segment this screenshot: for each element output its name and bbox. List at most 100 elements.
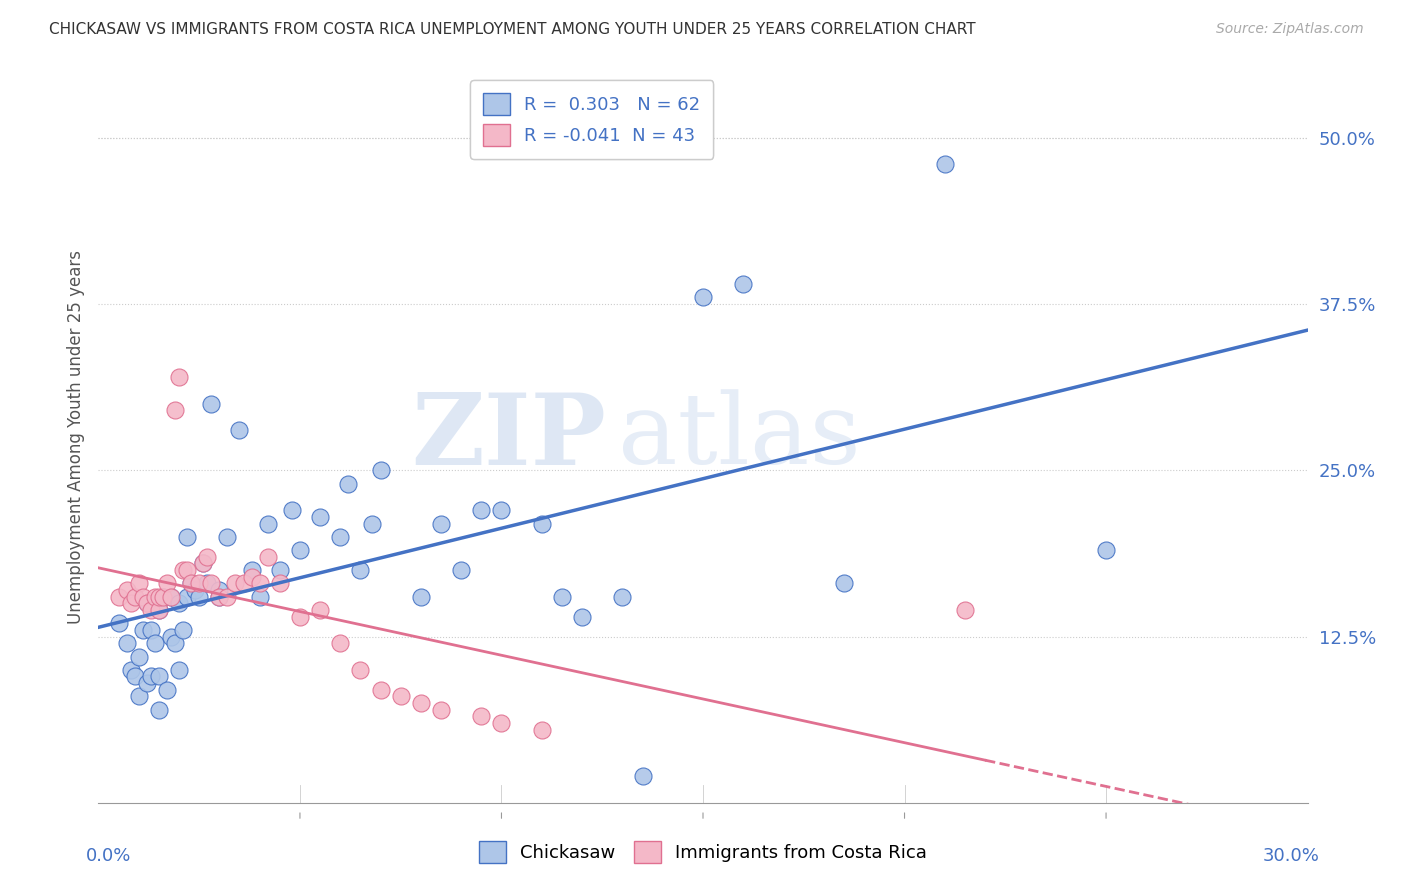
- Point: [217, 530, 239, 544]
- Point: [152, 590, 174, 604]
- Point: [124, 669, 146, 683]
- Point: [128, 690, 150, 704]
- Point: [249, 576, 271, 591]
- Point: [167, 596, 190, 610]
- Point: [156, 682, 179, 697]
- Point: [281, 503, 304, 517]
- Point: [195, 549, 218, 564]
- Point: [491, 503, 513, 517]
- Point: [200, 397, 222, 411]
- Point: [107, 590, 129, 604]
- Point: [160, 630, 183, 644]
- Point: [329, 530, 352, 544]
- Point: [224, 576, 246, 591]
- Point: [148, 603, 170, 617]
- Point: [430, 516, 453, 531]
- Text: ZIP: ZIP: [412, 389, 606, 485]
- Point: [152, 590, 174, 604]
- Point: [107, 616, 129, 631]
- Point: [450, 563, 472, 577]
- Point: [148, 703, 170, 717]
- Point: [188, 576, 211, 591]
- Point: [269, 576, 291, 591]
- Point: [934, 157, 956, 171]
- Point: [228, 424, 250, 438]
- Point: [530, 723, 553, 737]
- Point: [184, 582, 207, 597]
- Point: [135, 676, 157, 690]
- Point: [176, 563, 198, 577]
- Point: [361, 516, 384, 531]
- Point: [143, 590, 166, 604]
- Point: [160, 590, 183, 604]
- Point: [217, 590, 239, 604]
- Point: [163, 636, 186, 650]
- Point: [733, 277, 755, 292]
- Point: [120, 596, 142, 610]
- Point: [208, 590, 231, 604]
- Point: [176, 530, 198, 544]
- Point: [551, 590, 574, 604]
- Point: [128, 649, 150, 664]
- Point: [430, 703, 453, 717]
- Point: [612, 590, 634, 604]
- Point: [193, 557, 215, 571]
- Point: [193, 557, 215, 571]
- Point: [172, 623, 194, 637]
- Point: [188, 590, 211, 604]
- Point: [180, 576, 202, 591]
- Point: [249, 590, 271, 604]
- Point: [409, 590, 432, 604]
- Point: [148, 669, 170, 683]
- Point: [953, 603, 976, 617]
- Point: [470, 709, 492, 723]
- Point: [491, 716, 513, 731]
- Point: [180, 576, 202, 591]
- Point: [269, 563, 291, 577]
- Point: [256, 516, 278, 531]
- Point: [288, 609, 311, 624]
- Text: 30.0%: 30.0%: [1263, 847, 1320, 864]
- Point: [631, 769, 654, 783]
- Point: [349, 663, 371, 677]
- Point: [115, 636, 138, 650]
- Point: [163, 403, 186, 417]
- Text: Source: ZipAtlas.com: Source: ZipAtlas.com: [1216, 22, 1364, 37]
- Point: [156, 576, 179, 591]
- Point: [370, 682, 392, 697]
- Point: [176, 590, 198, 604]
- Point: [139, 623, 162, 637]
- Point: [288, 543, 311, 558]
- Point: [167, 663, 190, 677]
- Point: [115, 582, 138, 597]
- Text: CHICKASAW VS IMMIGRANTS FROM COSTA RICA UNEMPLOYMENT AMONG YOUTH UNDER 25 YEARS : CHICKASAW VS IMMIGRANTS FROM COSTA RICA …: [49, 22, 976, 37]
- Point: [692, 290, 714, 304]
- Point: [470, 503, 492, 517]
- Point: [139, 603, 162, 617]
- Point: [120, 663, 142, 677]
- Text: 0.0%: 0.0%: [86, 847, 132, 864]
- Point: [143, 636, 166, 650]
- Point: [208, 582, 231, 597]
- Point: [195, 576, 218, 591]
- Text: atlas: atlas: [619, 389, 860, 485]
- Point: [128, 576, 150, 591]
- Legend: Chickasaw, Immigrants from Costa Rica: Chickasaw, Immigrants from Costa Rica: [468, 830, 938, 874]
- Point: [132, 623, 155, 637]
- Point: [1095, 543, 1118, 558]
- Y-axis label: Unemployment Among Youth under 25 years: Unemployment Among Youth under 25 years: [66, 250, 84, 624]
- Point: [329, 636, 352, 650]
- Point: [571, 609, 593, 624]
- Point: [167, 370, 190, 384]
- Point: [124, 590, 146, 604]
- Point: [208, 590, 231, 604]
- Point: [160, 590, 183, 604]
- Point: [240, 570, 263, 584]
- Point: [132, 590, 155, 604]
- Point: [409, 696, 432, 710]
- Legend: R =  0.303   N = 62, R = -0.041  N = 43: R = 0.303 N = 62, R = -0.041 N = 43: [470, 80, 713, 159]
- Point: [240, 563, 263, 577]
- Point: [232, 576, 254, 591]
- Point: [309, 603, 332, 617]
- Point: [148, 590, 170, 604]
